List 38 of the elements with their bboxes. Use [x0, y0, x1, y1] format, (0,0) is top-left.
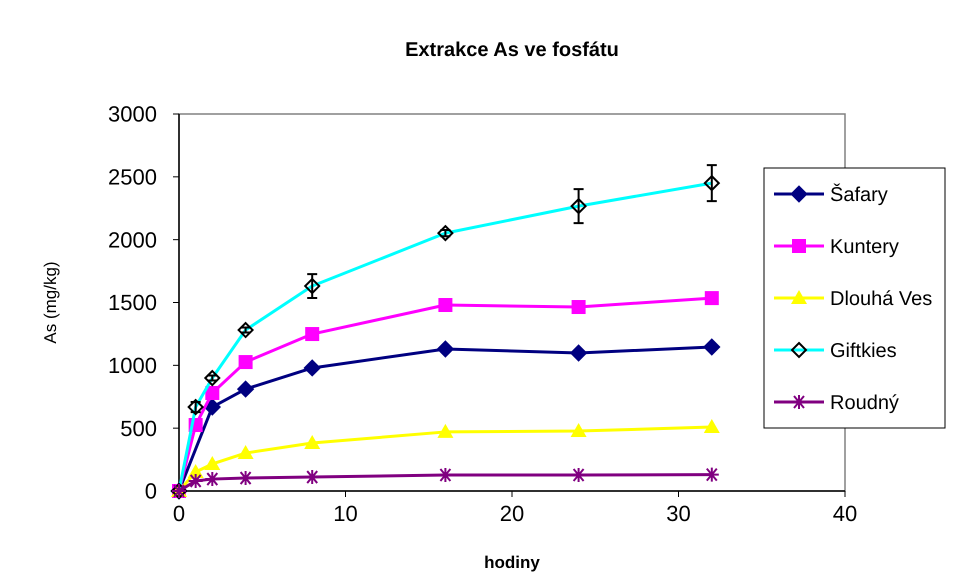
- point: [570, 423, 587, 438]
- legend-label: Kuntery: [830, 236, 899, 258]
- point: [572, 300, 586, 314]
- legend-label: Giftkies: [830, 340, 897, 362]
- y-tick-label: 1500: [108, 290, 157, 316]
- point: [238, 355, 253, 370]
- chart-title: Extrakce As ve fosfátu: [405, 39, 619, 61]
- point: [304, 359, 321, 376]
- point: [188, 472, 204, 489]
- point: [304, 434, 320, 449]
- y-tick-label: 2500: [108, 164, 157, 190]
- point: [237, 380, 254, 398]
- point: [436, 340, 454, 358]
- point: [204, 456, 220, 470]
- point: [704, 291, 719, 306]
- point: [205, 386, 220, 400]
- y-tick-label: 500: [120, 416, 157, 441]
- y-tick-label: 1000: [108, 353, 157, 378]
- point: [704, 419, 720, 434]
- legend-label: Dlouhá Ves: [830, 288, 932, 310]
- point: [305, 327, 320, 342]
- y-tick-label: 0: [144, 478, 157, 504]
- point: [238, 445, 254, 460]
- x-tick-label: 30: [666, 501, 691, 526]
- y-tick-label: 2000: [108, 227, 157, 252]
- x-tick-label: 0: [172, 501, 186, 526]
- point: [703, 338, 720, 356]
- point: [570, 344, 588, 362]
- x-tick-label: 20: [500, 501, 524, 526]
- x-tick-label: 40: [832, 501, 858, 526]
- y-axis-title: As (mg/kg): [41, 261, 60, 344]
- x-axis-title: hodiny: [484, 553, 540, 572]
- y-tick-label: 3000: [108, 102, 157, 127]
- legend-label: Roudný: [830, 392, 899, 414]
- point: [438, 298, 452, 312]
- point: [437, 424, 454, 438]
- legend-label: Šafary: [830, 183, 888, 206]
- x-tick-label: 10: [333, 501, 358, 526]
